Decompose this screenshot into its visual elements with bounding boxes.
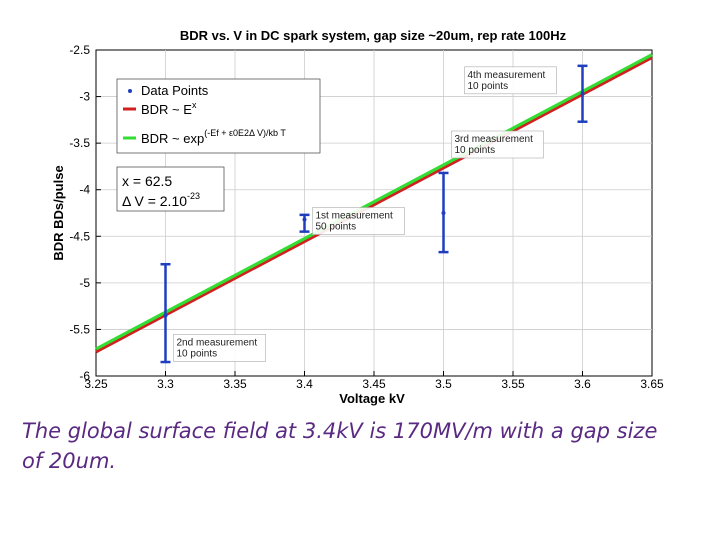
x-tick-label: 3.25 [84, 377, 108, 391]
x-tick-label: 3.65 [640, 377, 664, 391]
y-tick-label: -5.5 [69, 322, 90, 336]
legend-label-points: Data Points [141, 83, 209, 98]
data-point [163, 313, 168, 318]
legend-exp-tail: f + ε0E2Δ V)/kb T [216, 128, 286, 138]
legend-power-sup: x [192, 100, 197, 110]
y-tick-label: -5 [79, 276, 90, 290]
parameter-dv-base: Δ V = 2.10 [122, 193, 187, 209]
measurement-box [173, 334, 266, 362]
measurement-label: 10 points [468, 81, 509, 92]
x-tick-label: 3.55 [501, 377, 525, 391]
measurement-label: 1st measurement [316, 211, 393, 222]
fit-line-power [95, 56, 653, 354]
measurement-box [464, 66, 557, 95]
y-tick-label: -6 [79, 369, 90, 383]
legend: Data Points BDR ~ Ex BDR ~ exp(-Ef + ε0E… [116, 78, 321, 154]
y-tick-label: -2.5 [69, 43, 90, 57]
data-point [302, 217, 307, 222]
x-tick-label: 3.4 [296, 377, 313, 391]
measurement-label: 10 points [177, 348, 218, 359]
legend-marker-points [128, 89, 132, 93]
data-point [441, 211, 446, 215]
measurement-label: 4th measurement [468, 70, 546, 81]
fit-lines [95, 53, 653, 354]
error-bars [160, 64, 588, 364]
x-tick-label: 3.5 [435, 377, 452, 391]
legend-power-base: BDR ~ E [141, 102, 192, 117]
measurement-box [451, 130, 544, 159]
x-tick-label: 3.45 [362, 377, 386, 391]
legend-exp-sup: (-E [204, 128, 216, 138]
y-axis-label: BDR BDs/pulse [51, 165, 66, 260]
measurement-label: 2nd measurement [177, 337, 258, 348]
y-tick-label: -3 [79, 90, 90, 104]
axis-ticks: 3.25 3.3 3.35 3.4 3.45 3.5 3.55 3.6 3.65 -2.5 -3 -3… [69, 43, 664, 391]
parameter-box-frame [116, 166, 225, 212]
chart: BDR vs. V in DC spark system, gap size ~… [51, 28, 664, 406]
parameter-dv: Δ V = 2.10-23 [122, 191, 200, 209]
y-tick-label: -4.5 [69, 229, 90, 243]
data-point [580, 91, 585, 96]
legend-label-exp: BDR ~ exp(-Ef + ε0E2Δ V)/kb T [141, 128, 286, 146]
legend-label-power: BDR ~ Ex [141, 100, 197, 117]
y-tick-label: -4 [79, 183, 90, 197]
fit-line-exp [95, 53, 653, 351]
x-axis-label: Voltage kV [339, 391, 405, 406]
parameter-box: x = 62.5 Δ V = 2.10-23 [116, 166, 225, 212]
x-tick-label: 3.6 [574, 377, 591, 391]
measurement-box [312, 207, 405, 235]
measurement-label: 50 points [316, 222, 357, 233]
parameter-dv-sup: -23 [187, 191, 200, 201]
measurement-label: 10 points [455, 145, 496, 156]
x-tick-label: 3.35 [223, 377, 247, 391]
legend-exp-base: BDR ~ exp [141, 131, 204, 146]
legend-box [116, 78, 321, 154]
y-tick-label: -3.5 [69, 136, 90, 150]
measurement-label: 3rd measurement [455, 134, 534, 145]
caption: The global surface field at 3.4kV is 170… [22, 419, 658, 473]
parameter-x: x = 62.5 [122, 173, 172, 189]
x-tick-label: 3.3 [157, 377, 174, 391]
chart-title: BDR vs. V in DC spark system, gap size ~… [180, 28, 567, 43]
